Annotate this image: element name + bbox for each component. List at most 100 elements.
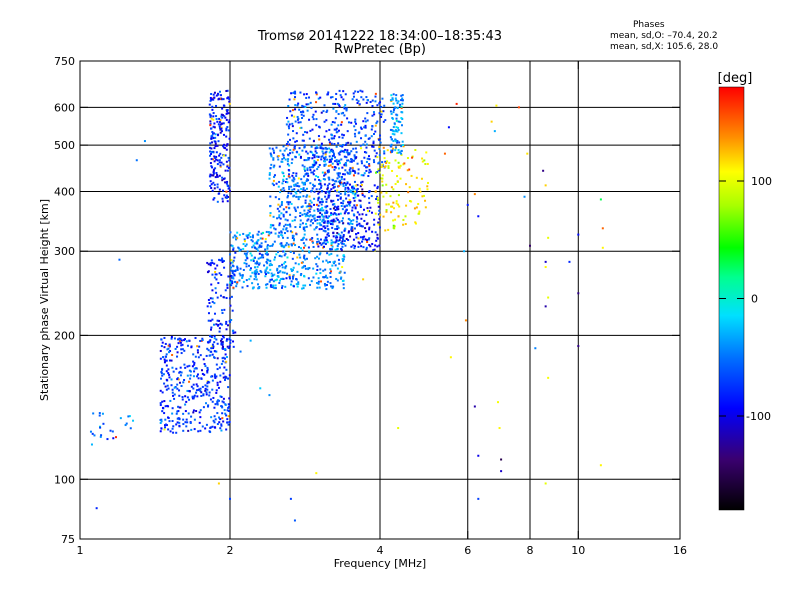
data-point bbox=[326, 276, 329, 279]
data-point bbox=[210, 158, 213, 161]
data-point bbox=[362, 98, 365, 101]
data-point bbox=[229, 339, 232, 342]
data-point bbox=[231, 329, 234, 332]
data-point bbox=[221, 122, 224, 125]
data-point bbox=[377, 199, 380, 202]
data-point bbox=[391, 98, 394, 101]
data-point bbox=[215, 323, 218, 326]
data-point bbox=[335, 180, 338, 183]
data-point bbox=[333, 205, 336, 208]
data-point bbox=[350, 190, 353, 193]
data-point bbox=[180, 352, 183, 355]
data-point bbox=[209, 142, 212, 145]
data-point bbox=[378, 244, 381, 247]
data-point bbox=[284, 223, 287, 226]
data-point bbox=[352, 188, 355, 191]
data-point bbox=[239, 267, 242, 270]
data-point bbox=[328, 161, 331, 164]
data-point bbox=[339, 236, 342, 239]
data-point bbox=[316, 241, 319, 244]
data-point bbox=[232, 340, 235, 343]
data-point bbox=[304, 258, 307, 261]
data-point bbox=[221, 312, 224, 315]
colorbar-tick-label: 100 bbox=[751, 175, 772, 188]
data-point bbox=[361, 225, 364, 228]
data-point bbox=[340, 149, 343, 152]
data-point bbox=[286, 236, 289, 239]
data-point bbox=[164, 385, 167, 388]
x-tick-label: 2 bbox=[227, 544, 234, 557]
data-point bbox=[197, 430, 200, 433]
data-point bbox=[222, 397, 225, 400]
data-point bbox=[175, 412, 178, 415]
data-point bbox=[388, 161, 391, 164]
data-point bbox=[178, 421, 181, 424]
data-point bbox=[398, 205, 401, 208]
data-point bbox=[225, 118, 228, 121]
data-point bbox=[339, 197, 342, 200]
data-point bbox=[296, 104, 299, 107]
data-point bbox=[321, 155, 324, 158]
data-point bbox=[213, 91, 216, 94]
data-point bbox=[330, 134, 333, 137]
data-point bbox=[272, 166, 275, 169]
data-point bbox=[213, 415, 216, 418]
data-point bbox=[331, 154, 334, 157]
data-point bbox=[390, 145, 393, 148]
data-point bbox=[226, 345, 229, 348]
data-point bbox=[280, 255, 283, 258]
data-point bbox=[225, 144, 228, 147]
data-point bbox=[288, 274, 291, 277]
data-point bbox=[271, 278, 274, 281]
data-point bbox=[369, 170, 372, 173]
data-point bbox=[345, 156, 348, 159]
data-point bbox=[245, 253, 248, 256]
data-point bbox=[343, 178, 346, 181]
data-point bbox=[219, 427, 222, 430]
data-point bbox=[221, 107, 224, 110]
data-point bbox=[226, 324, 229, 327]
data-point bbox=[211, 141, 214, 144]
data-point bbox=[313, 197, 316, 200]
data-point bbox=[266, 245, 269, 248]
data-point bbox=[225, 356, 228, 359]
data-point bbox=[362, 278, 365, 281]
data-point bbox=[224, 169, 227, 172]
data-point bbox=[336, 279, 339, 282]
data-point bbox=[206, 382, 209, 385]
data-point bbox=[234, 251, 237, 254]
data-point bbox=[222, 104, 225, 107]
data-point bbox=[366, 119, 369, 122]
data-point bbox=[401, 94, 404, 97]
data-point bbox=[364, 126, 367, 129]
data-point bbox=[190, 345, 193, 348]
data-point bbox=[298, 108, 301, 111]
data-point bbox=[393, 130, 396, 133]
data-point bbox=[370, 135, 373, 138]
data-point bbox=[320, 142, 323, 145]
data-point bbox=[286, 116, 289, 119]
data-point bbox=[165, 388, 168, 391]
data-point bbox=[316, 222, 319, 225]
data-point bbox=[343, 107, 346, 110]
data-point bbox=[290, 114, 293, 117]
data-point bbox=[370, 195, 373, 198]
data-point bbox=[285, 227, 288, 230]
data-point bbox=[217, 133, 220, 136]
data-point bbox=[302, 183, 305, 186]
data-point bbox=[214, 140, 217, 143]
data-point bbox=[400, 132, 403, 135]
data-point bbox=[390, 205, 393, 208]
data-point bbox=[209, 398, 212, 401]
data-point bbox=[353, 155, 356, 158]
data-point bbox=[300, 273, 303, 276]
data-point bbox=[327, 232, 330, 235]
data-point bbox=[219, 374, 222, 377]
data-point bbox=[227, 129, 230, 132]
data-point bbox=[322, 229, 325, 232]
data-point bbox=[196, 389, 199, 392]
data-point bbox=[167, 344, 170, 347]
data-point bbox=[326, 225, 329, 228]
data-point bbox=[304, 199, 307, 202]
data-point bbox=[124, 424, 127, 427]
